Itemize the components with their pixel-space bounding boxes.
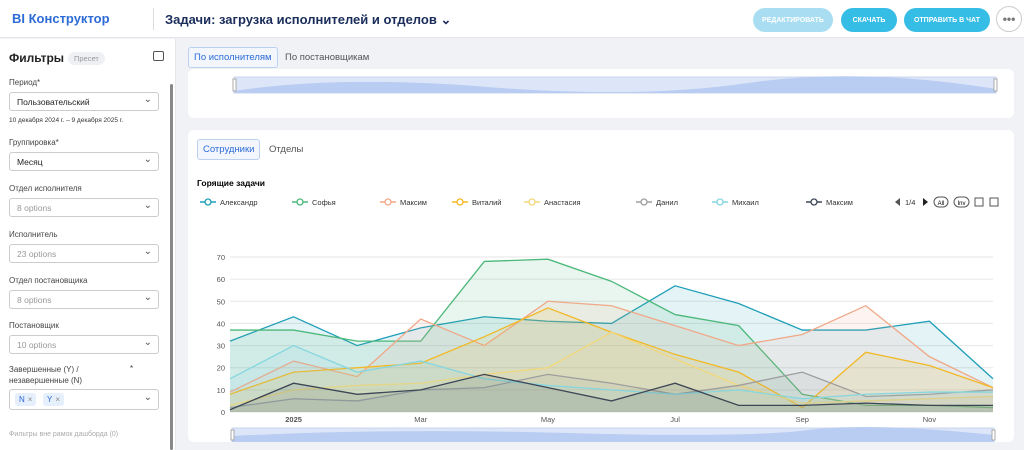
legend-label[interactable]: Александр	[220, 198, 258, 207]
y-tick-label: 20	[217, 364, 225, 373]
field-label: Отдел исполнителя	[9, 183, 129, 194]
tag-text: N	[19, 395, 25, 404]
chevron: ⌄	[144, 200, 152, 211]
select[interactable]: Пользовательский ⌄	[9, 92, 159, 111]
chevron: ⌄	[144, 392, 152, 403]
date-range: 10 декабря 2024 г. – 9 декабря 2025 г.	[9, 117, 123, 124]
y-tick-label: 50	[217, 297, 225, 306]
x-tick-label: May	[541, 415, 555, 424]
legend-marker[interactable]	[529, 199, 535, 205]
download-button[interactable]: СКАЧАТЬ	[841, 8, 897, 32]
select[interactable]: Месяц ⌄	[9, 152, 159, 171]
scrollbar	[170, 84, 173, 450]
tag[interactable]: N×	[15, 393, 36, 406]
chevron: ⌄	[144, 337, 152, 348]
chart-card: Сотрудники Отделы Горящие задачи 0102030…	[188, 130, 1014, 442]
header: BI Конструктор Задачи: загрузка исполнит…	[0, 0, 1024, 38]
legend-marker[interactable]	[297, 199, 303, 205]
field-label: Период*	[9, 77, 129, 88]
dashboard-title[interactable]: Задачи: загрузка исполнителей и отделов …	[165, 12, 451, 28]
outside-filters[interactable]: Фильтры вне рамок дашборда (0)	[9, 431, 118, 438]
select[interactable]: 8 options ⌄	[9, 290, 159, 309]
y-tick-label: 10	[217, 386, 225, 395]
select[interactable]: 23 options ⌄	[9, 244, 159, 263]
main: По исполнителям По постановщикам Сотрудн…	[176, 39, 1024, 450]
legend-marker[interactable]	[641, 199, 647, 205]
field-label: Отдел постановщика	[9, 275, 129, 286]
logo[interactable]: BI Конструктор	[12, 11, 110, 26]
required-mark: *	[130, 364, 133, 373]
select[interactable]: 8 options ⌄	[9, 198, 159, 217]
legend-marker[interactable]	[385, 199, 391, 205]
sidebar: Фильтры Пресет Фильтры вне рамок дашборд…	[0, 39, 176, 450]
chevron: ⌄	[144, 154, 152, 165]
tag-remove[interactable]: ×	[28, 395, 33, 404]
legend-next[interactable]	[923, 198, 928, 206]
legend-label[interactable]: Максим	[826, 198, 853, 207]
select-value: 23 options	[17, 249, 56, 259]
chevron: ⌄	[144, 246, 152, 257]
inv-label: Inv	[957, 201, 965, 207]
zoom-handle-left[interactable]	[231, 430, 234, 440]
select-value: Пользовательский	[17, 97, 90, 107]
chevron: ⌄	[144, 94, 152, 105]
tab[interactable]: По постановщикам	[280, 48, 374, 67]
legend-marker[interactable]	[457, 199, 463, 205]
legend-marker[interactable]	[811, 199, 817, 205]
legend-page: 1/4	[905, 198, 915, 207]
title-text: Задачи: загрузка исполнителей и отделов	[165, 12, 437, 27]
top-card	[188, 69, 1014, 118]
y-tick-label: 0	[221, 408, 225, 417]
multi-select[interactable]: N×Y×⌄	[9, 389, 159, 410]
zoom-handle-right[interactable]	[992, 430, 995, 440]
more-button[interactable]: •••	[996, 6, 1022, 32]
legend-prev[interactable]	[895, 198, 900, 206]
tag[interactable]: Y×	[43, 393, 64, 406]
y-tick-label: 70	[217, 253, 225, 262]
all-label: All	[938, 201, 945, 207]
preset-chip[interactable]: Пресет	[68, 52, 105, 65]
legend-label[interactable]: Максим	[400, 198, 427, 207]
select-value: Месяц	[17, 157, 43, 167]
x-tick-label: Jul	[670, 415, 680, 424]
x-tick-label: Sep	[796, 415, 809, 424]
send-button[interactable]: ОТПРАВИТЬ В ЧАТ	[904, 8, 990, 32]
tab[interactable]: По исполнителям	[188, 47, 278, 68]
field-label: Исполнитель	[9, 229, 129, 240]
x-tick-label: 2025	[285, 415, 302, 424]
select-value: 10 options	[17, 340, 56, 350]
legend-label[interactable]: Данил	[656, 198, 678, 207]
field-label: Завершенные (Y) / незавершенные (N)	[9, 364, 129, 386]
tag-text: Y	[47, 395, 52, 404]
zoom-button[interactable]	[975, 198, 983, 206]
chart: Горящие задачи 0 10 20 30 40 50 60 70 2025 Mar May…	[188, 130, 1014, 442]
select-value: 8 options	[17, 295, 52, 305]
x-tick-label: Mar	[414, 415, 427, 424]
legend-label[interactable]: Софья	[312, 198, 336, 207]
y-tick-label: 40	[217, 319, 225, 328]
collapse-button[interactable]	[153, 51, 164, 61]
chevron: ⌄	[144, 292, 152, 303]
select-value: 8 options	[17, 203, 52, 213]
legend-marker[interactable]	[205, 199, 211, 205]
chart-title: Горящие задачи	[197, 178, 265, 188]
separator	[153, 8, 154, 30]
filters-title: Фильтры	[9, 51, 64, 65]
y-tick-label: 30	[217, 342, 225, 351]
legend-label[interactable]: Анастасия	[544, 198, 581, 207]
legend-label[interactable]: Виталий	[472, 198, 501, 207]
legend-marker[interactable]	[717, 199, 723, 205]
x-tick-label: Nov	[923, 415, 937, 424]
navigator	[188, 69, 1014, 118]
select[interactable]: 10 options ⌄	[9, 335, 159, 354]
y-tick-label: 60	[217, 275, 225, 284]
field-label: Постановщик	[9, 320, 129, 331]
field-label: Группировка*	[9, 137, 129, 148]
tag-remove[interactable]: ×	[55, 395, 60, 404]
edit-button[interactable]: РЕДАКТИРОВАТЬ	[753, 8, 833, 32]
reset-button[interactable]	[990, 198, 998, 206]
legend-label[interactable]: Михаил	[732, 198, 759, 207]
